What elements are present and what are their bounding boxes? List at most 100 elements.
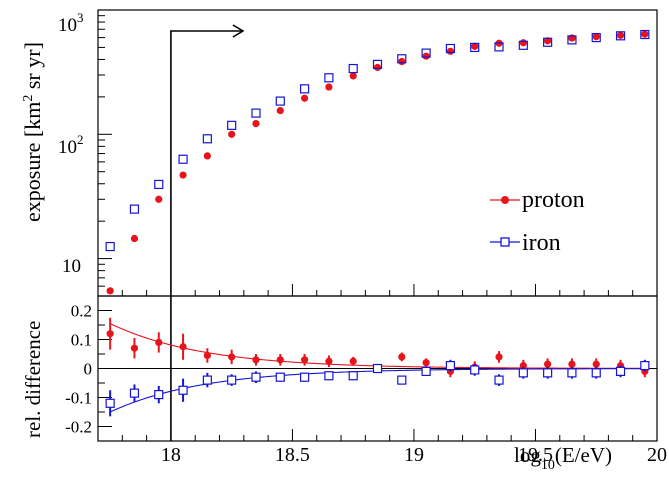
iron-difference-point — [397, 375, 407, 385]
iron-difference-point — [567, 368, 577, 378]
bottom-ytick-labels: 0.2 0.1 0 -0.1 -0.2 — [65, 302, 92, 437]
x-axis-label: log10(E/eV) — [514, 443, 612, 473]
proton-difference-point — [422, 359, 430, 367]
iron-exposure-point — [615, 31, 626, 41]
proton-exposure-point — [203, 152, 211, 160]
threshold-arrow-line — [170, 30, 243, 441]
proton-difference-point — [228, 353, 236, 361]
iron-difference-point — [105, 398, 115, 408]
proton-difference-point — [592, 360, 600, 368]
iron-exposure-point — [494, 42, 504, 52]
proton-difference-point — [568, 360, 576, 368]
x-tick-label: 18 — [161, 444, 181, 466]
iron-exposure-point — [518, 40, 528, 50]
proton-difference-point — [203, 351, 211, 360]
iron-exposure-point — [567, 35, 577, 45]
iron-difference-point — [543, 368, 553, 378]
iron-difference-point — [299, 372, 310, 382]
iron-difference-point — [348, 371, 358, 381]
iron-difference-point — [129, 388, 140, 398]
top-panel-frame — [97, 9, 658, 297]
proton-exposure-point — [398, 57, 406, 66]
proton-exposure-point — [616, 31, 625, 39]
iron-difference-point — [615, 366, 626, 376]
proton-exposure-point — [325, 83, 333, 91]
proton-difference-point — [106, 330, 114, 338]
x-tick-labels: 18 18.5 19 19.5 20 — [161, 444, 667, 466]
proton-difference-point — [276, 356, 284, 364]
ytick-label-10: 10 — [62, 256, 81, 277]
iron-exposure-point — [275, 96, 285, 106]
iron-difference-point — [275, 372, 285, 382]
proton-difference-point — [155, 338, 163, 346]
legend-proton-label: proton — [522, 187, 585, 213]
x-axis-ticks — [97, 284, 658, 441]
x-tick-label: 19.5 — [518, 444, 553, 466]
legend-iron-label: iron — [522, 230, 561, 256]
iron-exposure-point — [178, 154, 188, 164]
bottom-ytick-label: -0.1 — [65, 389, 92, 408]
iron-difference-point — [251, 372, 261, 382]
iron-difference-point — [470, 365, 480, 375]
proton-exposure-point — [349, 72, 357, 80]
top-y-axis-label: exposure [km2 sr yr] — [20, 42, 45, 222]
proton-exposure-point — [252, 119, 260, 128]
iron-exposure-point — [324, 73, 334, 83]
bottom-ytick-label: 0 — [84, 360, 93, 379]
iron-difference-point — [178, 385, 188, 395]
proton-difference-point — [495, 353, 503, 361]
iron-difference-point — [494, 375, 504, 385]
x-tick-label: 19 — [404, 444, 424, 466]
legend: proton iron — [490, 187, 585, 256]
proton-exposure-point — [300, 94, 309, 102]
proton-difference-point — [349, 357, 357, 365]
proton-exposure-point — [519, 39, 527, 47]
iron-exposure-point — [640, 29, 650, 40]
proton-exposure-point — [592, 33, 600, 41]
legend-entry-iron: iron — [490, 230, 561, 256]
proton-exposure-point — [471, 42, 479, 50]
legend-proton-marker — [501, 196, 509, 204]
proton-exposure-point — [179, 171, 187, 179]
threshold-marker — [170, 24, 245, 441]
bottom-y-axis-label: rel. difference — [21, 321, 45, 438]
proton-exposure-point — [544, 37, 552, 45]
iron-difference-point — [518, 368, 528, 378]
iron-exposure-point — [372, 59, 383, 70]
ytick-label-1000: 103 — [58, 10, 84, 36]
iron-exposure-point — [445, 43, 456, 54]
bottom-panel-points — [105, 317, 650, 417]
iron-exposure-point — [397, 54, 407, 64]
ytick-label-100: 102 — [58, 132, 84, 158]
iron-difference-point — [372, 363, 383, 374]
iron-exposure-point — [105, 241, 115, 252]
x-tick-label: 18.5 — [275, 444, 310, 466]
iron-exposure-point — [421, 48, 431, 58]
proton-difference-point — [398, 353, 406, 361]
proton-difference-point — [252, 356, 260, 364]
iron-exposure-point — [202, 134, 212, 144]
proton-exposure-point — [276, 107, 284, 115]
top-panel-ticks — [98, 9, 112, 297]
iron-difference-point — [324, 371, 334, 381]
proton-fit-curve — [109, 323, 645, 369]
iron-difference-point — [421, 366, 431, 376]
iron-exposure-point — [299, 84, 310, 94]
proton-difference-point — [519, 362, 527, 370]
iron-difference-point — [445, 361, 456, 371]
proton-exposure-point — [446, 47, 455, 55]
proton-exposure-point — [373, 63, 382, 72]
iron-exposure-point — [154, 179, 164, 190]
proton-difference-point — [179, 343, 187, 351]
iron-exposure-point — [129, 204, 140, 214]
proton-exposure-point — [422, 52, 430, 60]
iron-exposure-point — [348, 63, 358, 74]
iron-exposure-point — [470, 42, 480, 53]
iron-exposure-point — [591, 32, 601, 43]
proton-exposure-point — [130, 234, 139, 243]
iron-exposure-point — [543, 37, 553, 47]
legend-entry-proton: proton — [490, 187, 585, 213]
iron-difference-point — [202, 375, 212, 385]
iron-exposure-point — [227, 120, 237, 130]
